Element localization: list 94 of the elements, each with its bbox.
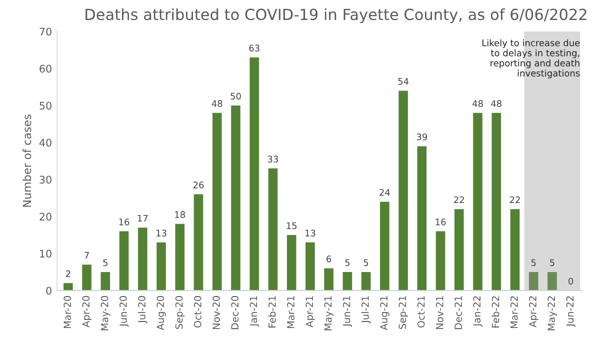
bar: [342, 272, 352, 290]
bar: [194, 194, 204, 290]
data-label: 17: [138, 214, 148, 222]
chart-title: Deaths attributed to COVID-19 in Fayette County, as of 6/06/2022: [86, 8, 586, 24]
x-tick-label: Jan-21: [250, 296, 259, 327]
x-tick-label: Jun-22: [566, 296, 576, 327]
data-label: 5: [531, 259, 536, 266]
x-tick-label: May-21: [324, 296, 334, 330]
x-tick-label: May-20: [100, 296, 110, 330]
x-tick-label: Feb-22: [492, 296, 500, 328]
data-label: 26: [193, 182, 204, 188]
data-label: 0: [568, 278, 574, 285]
x-tick-label: Dec-20: [231, 296, 239, 330]
y-tick-label: 10: [40, 250, 52, 258]
y-tick-label: 50: [40, 102, 52, 110]
bar: [119, 231, 129, 290]
data-label: 15: [286, 222, 297, 230]
data-label: 48: [472, 100, 483, 107]
bar: [454, 209, 464, 290]
x-tick-label: Oct-20: [194, 296, 202, 328]
bar: [250, 57, 259, 290]
bar: [510, 209, 520, 290]
bar: [64, 283, 73, 290]
bar: [268, 168, 278, 290]
bar: [306, 242, 315, 290]
data-label: 5: [103, 259, 108, 266]
data-label: 50: [230, 92, 241, 100]
data-label: 5: [345, 259, 350, 266]
x-tick-label: May-22: [548, 296, 557, 330]
bar: [138, 228, 148, 290]
data-label: 22: [510, 196, 520, 204]
y-axis-title: Number of cases: [22, 114, 32, 207]
x-tick-label: Aug-20: [156, 296, 166, 330]
x-tick-label: Jan-22: [473, 296, 482, 327]
x-tick-label: Jul-20: [138, 296, 148, 324]
bar: [436, 231, 446, 290]
y-tick-label: 30: [40, 176, 52, 184]
x-tick-label: Apr-22: [529, 296, 538, 328]
data-label: 5: [364, 259, 368, 266]
bar: [398, 90, 408, 290]
x-tick-label: Jul-21: [361, 296, 371, 324]
data-label: 5: [550, 259, 554, 266]
data-label: 63: [249, 44, 260, 52]
x-tick-label: Jun-21: [342, 296, 352, 327]
bar: [175, 224, 185, 290]
bar: [492, 112, 502, 290]
bar: [473, 112, 482, 290]
bar: [231, 106, 240, 290]
data-label: 7: [84, 252, 89, 259]
bar: [286, 235, 296, 290]
x-tick-label: Mar-20: [64, 296, 71, 328]
x-tick-label: Jun-20: [119, 296, 129, 327]
y-tick-label: 70: [40, 28, 52, 36]
x-tick-label: Nov-21: [436, 296, 444, 330]
x-tick-label: Nov-20: [212, 296, 220, 330]
data-label: 48: [212, 100, 222, 107]
bar: [212, 112, 222, 290]
bar: [548, 272, 557, 290]
y-tick-label: 20: [40, 212, 52, 221]
x-tick-label: Mar-21: [287, 296, 294, 328]
x-tick-label: Feb-21: [268, 296, 276, 328]
x-tick-label: Mar-22: [510, 296, 518, 328]
bar: [380, 202, 390, 290]
bar: [417, 146, 427, 290]
x-tick-label: Sep-21: [398, 296, 408, 329]
x-tick-label: Apr-21: [306, 296, 315, 328]
bar: [528, 272, 538, 290]
data-label: 16: [436, 218, 446, 226]
x-tick-label: Dec-21: [454, 296, 462, 330]
data-label: 13: [305, 230, 316, 236]
bar: [361, 272, 371, 290]
bar: [156, 242, 166, 290]
bar: [82, 264, 92, 290]
data-label: 54: [398, 78, 409, 85]
band-label: Likely to increase due to delays in testing, reporting and death investigations: [482, 39, 580, 78]
bar: [100, 272, 110, 290]
data-label: 18: [175, 211, 185, 218]
y-tick-label: 40: [39, 138, 52, 147]
data-label: 39: [416, 133, 428, 140]
x-tick-label: Oct-21: [417, 296, 425, 328]
data-label: 6: [326, 256, 332, 262]
y-tick-label: 60: [40, 64, 52, 73]
x-tick-label: Apr-20: [82, 296, 92, 328]
x-tick-label: Aug-21: [380, 296, 390, 330]
data-label: 22: [454, 196, 464, 204]
data-label: 24: [380, 188, 390, 196]
data-label: 13: [156, 230, 166, 236]
data-label: 16: [119, 218, 130, 226]
data-label: 48: [491, 100, 502, 107]
x-tick-label: Sep-20: [175, 296, 185, 329]
data-label: 2: [66, 270, 70, 278]
bar: [324, 268, 334, 290]
y-tick-label: 0: [46, 286, 52, 295]
data-label: 33: [268, 156, 278, 162]
